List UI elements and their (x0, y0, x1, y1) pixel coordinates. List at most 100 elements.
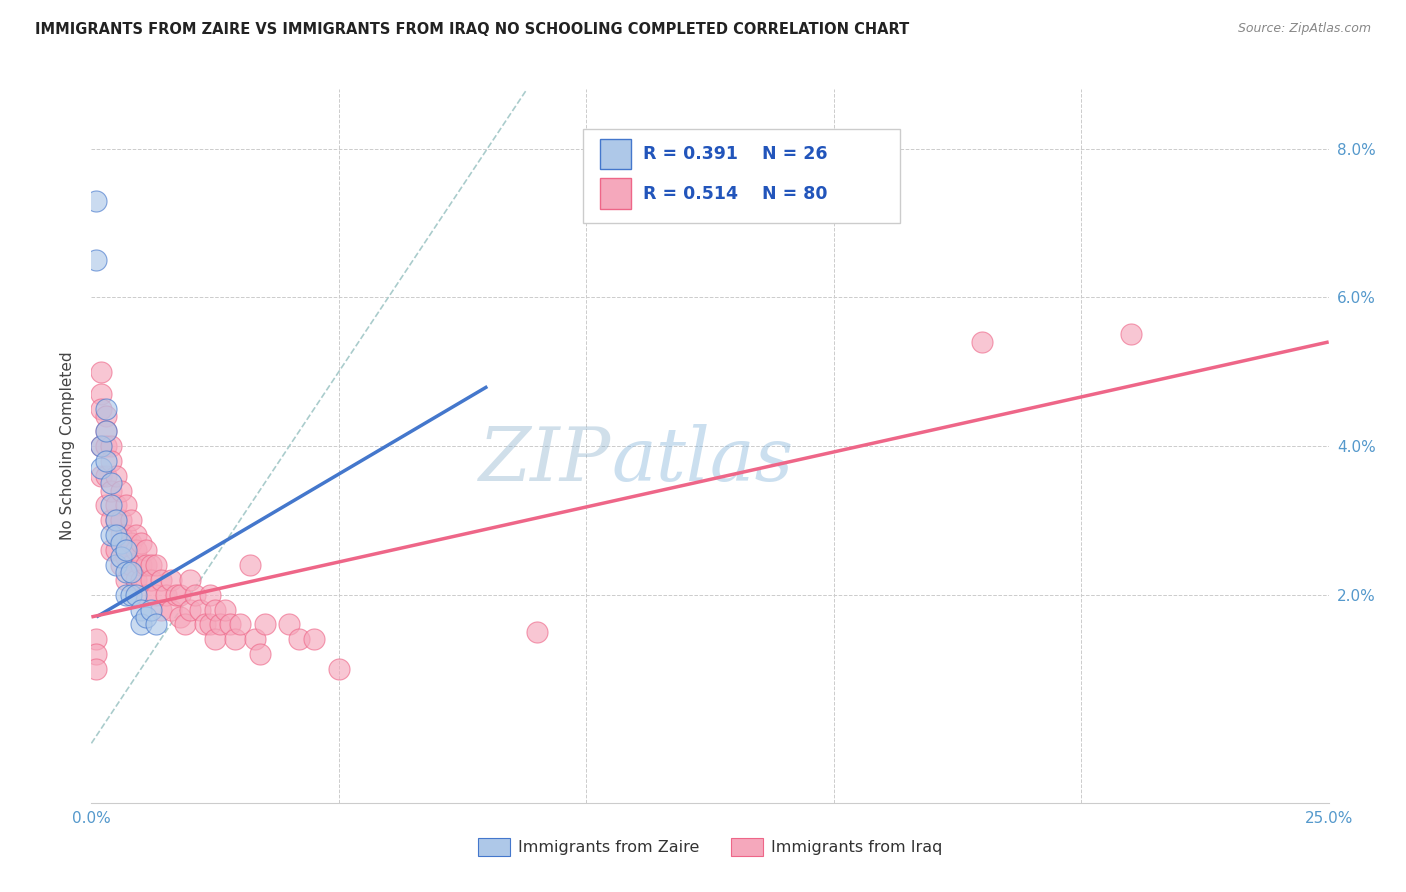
Point (278, 617, 301, 632)
Point (105, 468, 128, 483)
Point (239, 558, 262, 572)
Point (110, 483, 132, 498)
Point (96, 439, 118, 453)
Point (110, 558, 132, 572)
Point (105, 558, 128, 572)
Point (96, 468, 118, 483)
Point (198, 588, 221, 602)
Point (129, 573, 152, 587)
Point (155, 588, 177, 602)
Point (209, 617, 232, 632)
Point (96, 424, 118, 438)
Point (110, 513, 132, 527)
Point (120, 588, 142, 602)
Point (204, 602, 226, 616)
Point (105, 528, 128, 542)
Point (224, 632, 246, 647)
Point (174, 617, 197, 632)
Y-axis label: No Schooling Completed: No Schooling Completed (60, 351, 76, 541)
Point (100, 476, 122, 491)
Point (100, 439, 122, 453)
Point (96, 499, 118, 513)
Point (86, 662, 108, 676)
Point (194, 617, 217, 632)
Point (1119, 327, 1142, 342)
Point (159, 602, 181, 616)
Point (105, 513, 128, 527)
Point (129, 558, 152, 572)
Point (86, 632, 108, 647)
Text: Source: ZipAtlas.com: Source: ZipAtlas.com (1237, 22, 1371, 36)
Point (179, 602, 201, 616)
Point (125, 588, 148, 602)
Point (110, 550, 132, 565)
Point (120, 513, 142, 527)
Point (288, 632, 311, 647)
Point (90, 387, 112, 401)
Point (135, 588, 157, 602)
Point (100, 483, 122, 498)
Point (159, 573, 181, 587)
Point (86, 194, 108, 208)
Point (115, 528, 138, 542)
Point (115, 588, 138, 602)
Point (972, 334, 994, 349)
Point (100, 454, 122, 468)
Point (179, 573, 201, 587)
Point (115, 499, 138, 513)
Point (135, 543, 157, 558)
Point (302, 632, 325, 647)
Point (100, 528, 122, 542)
Text: atlas: atlas (612, 424, 793, 497)
Point (90, 439, 112, 453)
Point (169, 588, 191, 602)
Point (129, 602, 152, 616)
Point (249, 647, 271, 661)
Point (90, 468, 112, 483)
Point (165, 588, 187, 602)
Point (145, 558, 167, 572)
Point (149, 602, 172, 616)
Point (105, 513, 128, 527)
Point (115, 573, 138, 587)
Point (96, 424, 118, 438)
Point (125, 543, 148, 558)
Point (115, 543, 138, 558)
Point (135, 610, 157, 624)
Point (129, 617, 152, 632)
Point (188, 602, 211, 616)
Point (328, 662, 350, 676)
Point (110, 528, 132, 542)
Point (105, 543, 128, 558)
Point (125, 528, 148, 542)
Point (100, 499, 122, 513)
Point (526, 624, 548, 639)
Point (204, 632, 226, 647)
Point (96, 454, 118, 468)
Text: R = 0.514    N = 80: R = 0.514 N = 80 (643, 185, 827, 202)
Point (135, 558, 157, 572)
Point (110, 535, 132, 549)
Text: R = 0.391    N = 26: R = 0.391 N = 26 (643, 145, 827, 163)
Text: ZIP: ZIP (479, 424, 612, 497)
Point (229, 617, 252, 632)
Point (120, 535, 142, 549)
Point (214, 602, 236, 616)
Point (90, 461, 112, 475)
Legend: Immigrants from Zaire, Immigrants from Iraq: Immigrants from Zaire, Immigrants from I… (471, 831, 949, 863)
Point (169, 610, 191, 624)
Point (145, 617, 167, 632)
Point (90, 439, 112, 453)
Point (86, 253, 108, 268)
Point (96, 401, 118, 416)
Point (120, 558, 142, 572)
Point (184, 588, 207, 602)
Point (139, 573, 162, 587)
Point (129, 535, 152, 549)
Point (86, 647, 108, 661)
Point (243, 632, 266, 647)
Point (198, 617, 221, 632)
Point (105, 499, 128, 513)
Point (100, 513, 122, 527)
Text: IMMIGRANTS FROM ZAIRE VS IMMIGRANTS FROM IRAQ NO SCHOOLING COMPLETED CORRELATION: IMMIGRANTS FROM ZAIRE VS IMMIGRANTS FROM… (35, 22, 910, 37)
